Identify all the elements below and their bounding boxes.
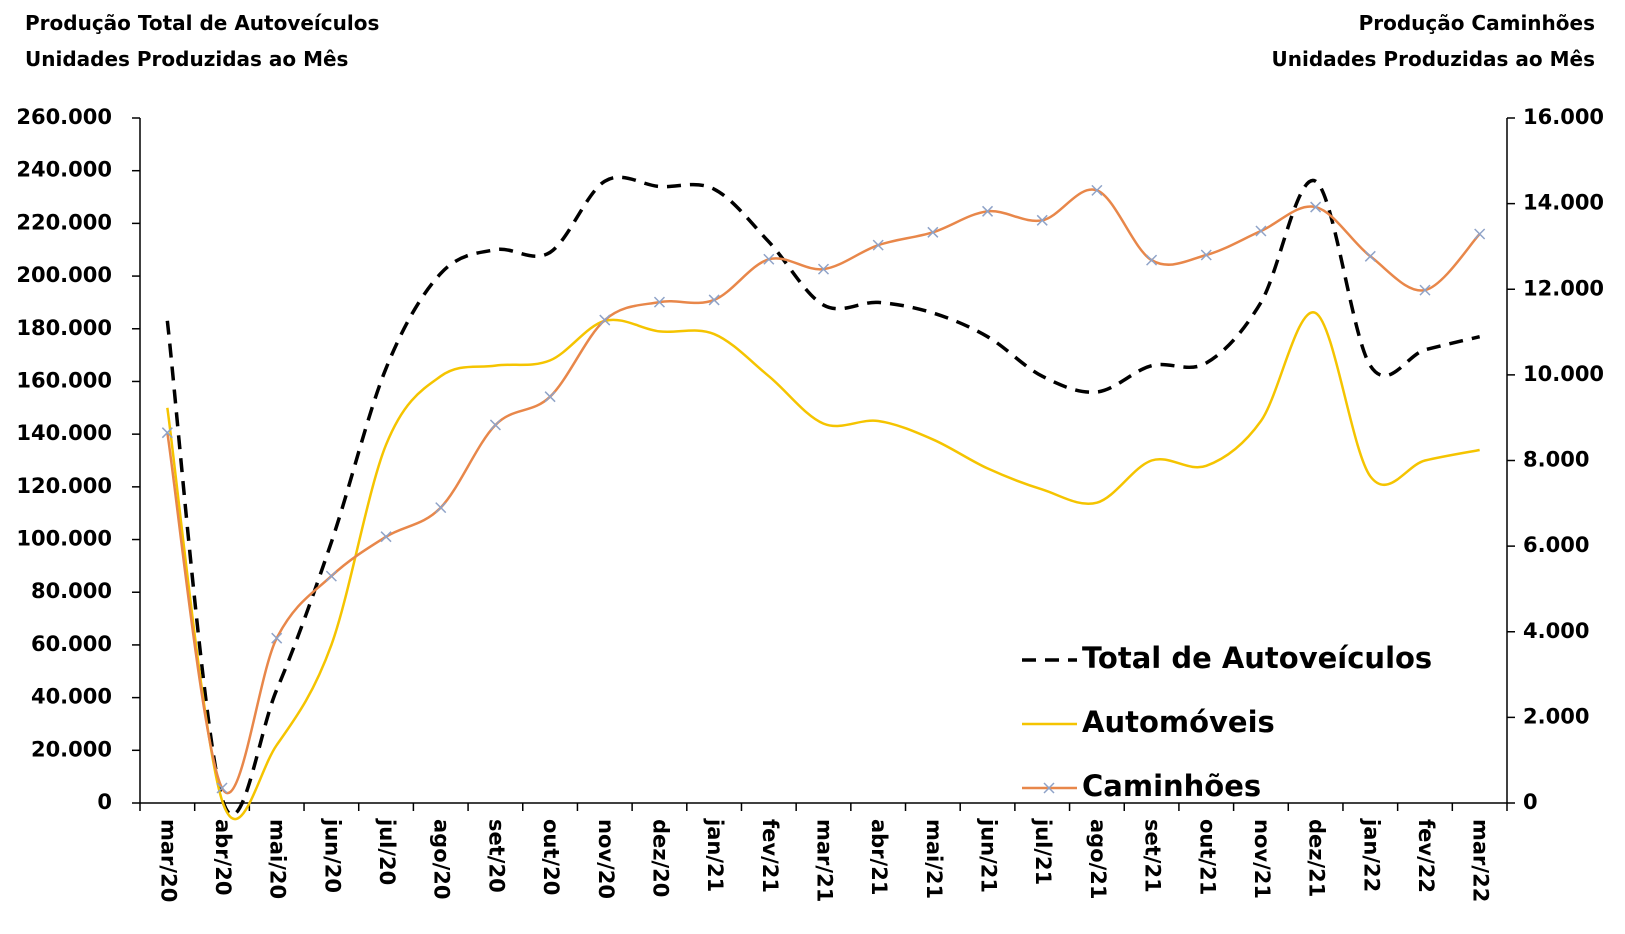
x-tick-label: jan/21 [703, 818, 727, 892]
y-tick-label: 20.000 [31, 737, 112, 761]
y2-tick-label: 6.000 [1523, 533, 1589, 557]
point-marker [1146, 254, 1158, 266]
point-marker [325, 570, 337, 582]
x-tick-label: fev/21 [758, 819, 782, 893]
x-tick-label: ago/20 [430, 819, 454, 900]
y2-tick-label: 12.000 [1523, 276, 1604, 300]
point-marker [1310, 201, 1322, 213]
x-tick-label: out/21 [1195, 819, 1219, 895]
x-tick-label: out/20 [539, 819, 563, 895]
point-marker [763, 253, 775, 265]
x-tick-label: mai/20 [266, 819, 290, 899]
y-tick-label: 160.000 [16, 368, 112, 392]
x-tick-label: mar/22 [1469, 819, 1493, 902]
y-tick-label: 260.000 [16, 105, 112, 129]
x-tick-label: set/20 [484, 819, 508, 893]
y2-tick-label: 0 [1523, 790, 1538, 814]
x-tick-label: fev/22 [1414, 819, 1438, 893]
x-tick-label: ago/21 [1086, 819, 1110, 900]
y2-tick-label: 8.000 [1523, 448, 1589, 472]
point-marker [380, 531, 392, 543]
legend-label: Automóveis [1082, 705, 1275, 739]
point-marker [708, 294, 720, 306]
point-marker [216, 782, 228, 794]
x-tick-label: nov/21 [1250, 819, 1274, 899]
point-marker [161, 427, 173, 439]
point-marker [435, 502, 447, 514]
x-tick-label: jan/22 [1359, 818, 1383, 892]
point-marker [1255, 225, 1267, 237]
x-tick-label: mai/21 [922, 819, 946, 899]
point-marker [1036, 214, 1048, 226]
y-tick-label: 0 [97, 790, 112, 814]
y-tick-label: 140.000 [16, 421, 112, 445]
legend-marker [1043, 782, 1055, 794]
point-marker [544, 391, 556, 403]
y2-tick-label: 14.000 [1523, 191, 1604, 215]
point-marker [872, 239, 884, 251]
x-tick-label: jul/21 [1031, 818, 1055, 885]
series-line [166, 188, 1481, 795]
x-tick-label: mar/20 [156, 819, 180, 902]
right-title: Produção Caminhões [1359, 11, 1595, 35]
point-marker [653, 296, 665, 308]
point-marker [927, 226, 939, 238]
x-tick-label: dez/21 [1305, 819, 1329, 897]
point-marker [599, 314, 611, 326]
y-tick-label: 180.000 [16, 316, 112, 340]
legend-label: Total de Autoveículos [1082, 641, 1432, 675]
point-marker [982, 205, 994, 217]
point-marker [489, 419, 501, 431]
point-marker [1364, 250, 1376, 262]
y2-tick-label: 4.000 [1523, 619, 1589, 643]
point-marker [1419, 284, 1431, 296]
point-marker [1200, 249, 1212, 261]
y2-tick-label: 2.000 [1523, 704, 1589, 728]
point-marker [271, 632, 283, 644]
x-tick-label: jun/21 [977, 818, 1001, 893]
point-marker [1474, 228, 1486, 240]
x-tick-label: jul/20 [375, 818, 399, 885]
series-line [166, 311, 1480, 821]
y-tick-label: 240.000 [16, 158, 112, 182]
y-tick-label: 120.000 [16, 474, 112, 498]
legend-label: Caminhões [1082, 769, 1261, 803]
x-tick-label: dez/20 [648, 819, 672, 897]
x-tick-label: abr/20 [211, 819, 235, 895]
x-tick-label: jun/20 [320, 818, 344, 893]
point-marker [817, 263, 830, 275]
x-tick-label: abr/21 [867, 819, 891, 895]
left-title: Produção Total de Autoveículos [25, 11, 379, 35]
y-tick-label: 60.000 [31, 632, 112, 656]
y2-tick-label: 10.000 [1523, 362, 1604, 386]
y-tick-label: 100.000 [16, 527, 112, 551]
x-tick-label: nov/20 [594, 819, 618, 899]
right-subtitle: Unidades Produzidas ao Mês [1272, 47, 1595, 71]
y2-tick-label: 16.000 [1523, 105, 1604, 129]
point-marker [1091, 184, 1103, 196]
y-tick-label: 220.000 [16, 210, 112, 234]
y-tick-label: 200.000 [16, 263, 112, 287]
series-line [165, 175, 1481, 817]
y-tick-label: 40.000 [31, 685, 112, 709]
x-tick-label: mar/21 [813, 819, 837, 902]
left-subtitle: Unidades Produzidas ao Mês [25, 47, 348, 71]
y-tick-label: 80.000 [31, 579, 112, 603]
x-tick-label: set/21 [1141, 819, 1165, 893]
